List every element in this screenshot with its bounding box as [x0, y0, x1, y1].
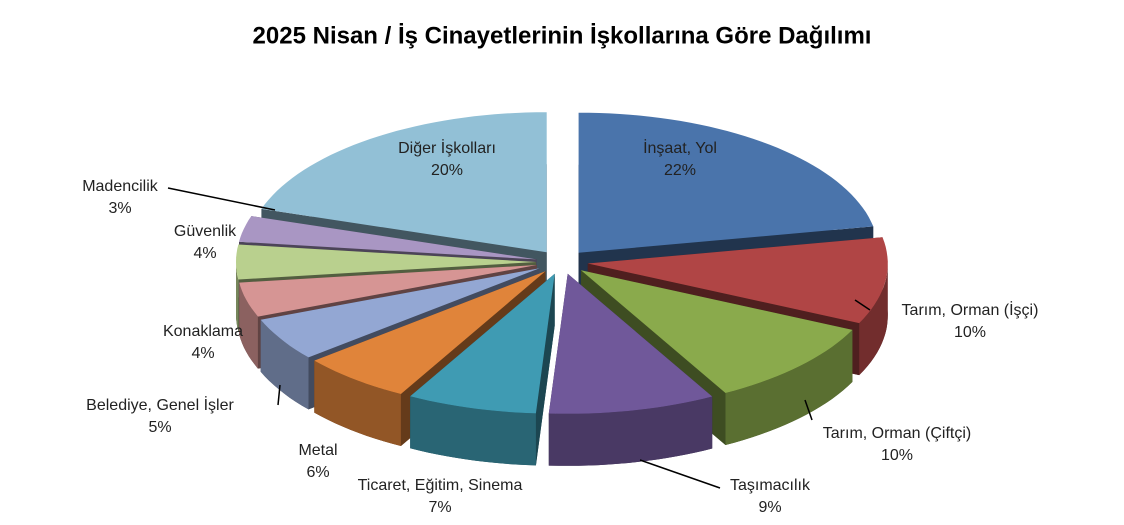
slice [261, 112, 547, 253]
leader-line [277, 384, 281, 406]
slice [587, 237, 888, 324]
slice [314, 271, 546, 394]
category-label: Taşımacılık [730, 477, 811, 494]
value-label: 10% [881, 447, 913, 464]
slice [548, 273, 713, 414]
category-label: Diğer İşkolları [398, 138, 496, 157]
category-label: Konaklama [163, 323, 243, 340]
slice [260, 268, 540, 358]
category-label: İnşaat, Yol [643, 138, 717, 157]
category-label: Tarım, Orman (Çiftçi) [823, 425, 971, 442]
value-label: 4% [193, 245, 216, 262]
category-label: Tarım, Orman (İşçi) [902, 300, 1039, 319]
value-label: 22% [664, 162, 696, 179]
slice-group [548, 273, 713, 466]
value-label: 4% [191, 345, 214, 362]
slice-group [410, 273, 555, 466]
slice [239, 265, 537, 317]
leader-line [854, 299, 871, 311]
slice [239, 216, 537, 260]
value-label: 3% [108, 200, 131, 217]
category-label: Madencilik [82, 178, 159, 195]
value-label: 10% [954, 324, 986, 341]
slice [578, 112, 874, 253]
leader-line [804, 399, 813, 421]
category-label: Güvenlik [174, 223, 237, 240]
leader-line [167, 187, 276, 211]
slice [236, 244, 536, 280]
slice [581, 270, 853, 393]
value-label: 9% [758, 499, 781, 516]
leader-line [639, 459, 721, 489]
chart-title: 2025 Nisan / İş Cinayetlerinin İşkolları… [253, 22, 872, 49]
category-label: Metal [298, 442, 337, 459]
slice-side [859, 263, 888, 376]
category-label: Ticaret, Eğitim, Sinema [358, 477, 523, 494]
slice-side [725, 329, 853, 445]
category-label: Belediye, Genel İşler [86, 395, 234, 414]
value-label: 5% [148, 419, 171, 436]
slice [410, 273, 555, 414]
value-label: 7% [428, 499, 451, 516]
slice-side [236, 262, 239, 332]
value-label: 20% [431, 162, 463, 179]
slice-side [548, 396, 713, 466]
slice-side [239, 282, 258, 369]
slice-side [314, 360, 401, 446]
slice-side [410, 396, 536, 466]
slice-side [260, 319, 309, 410]
value-label: 6% [306, 464, 329, 481]
